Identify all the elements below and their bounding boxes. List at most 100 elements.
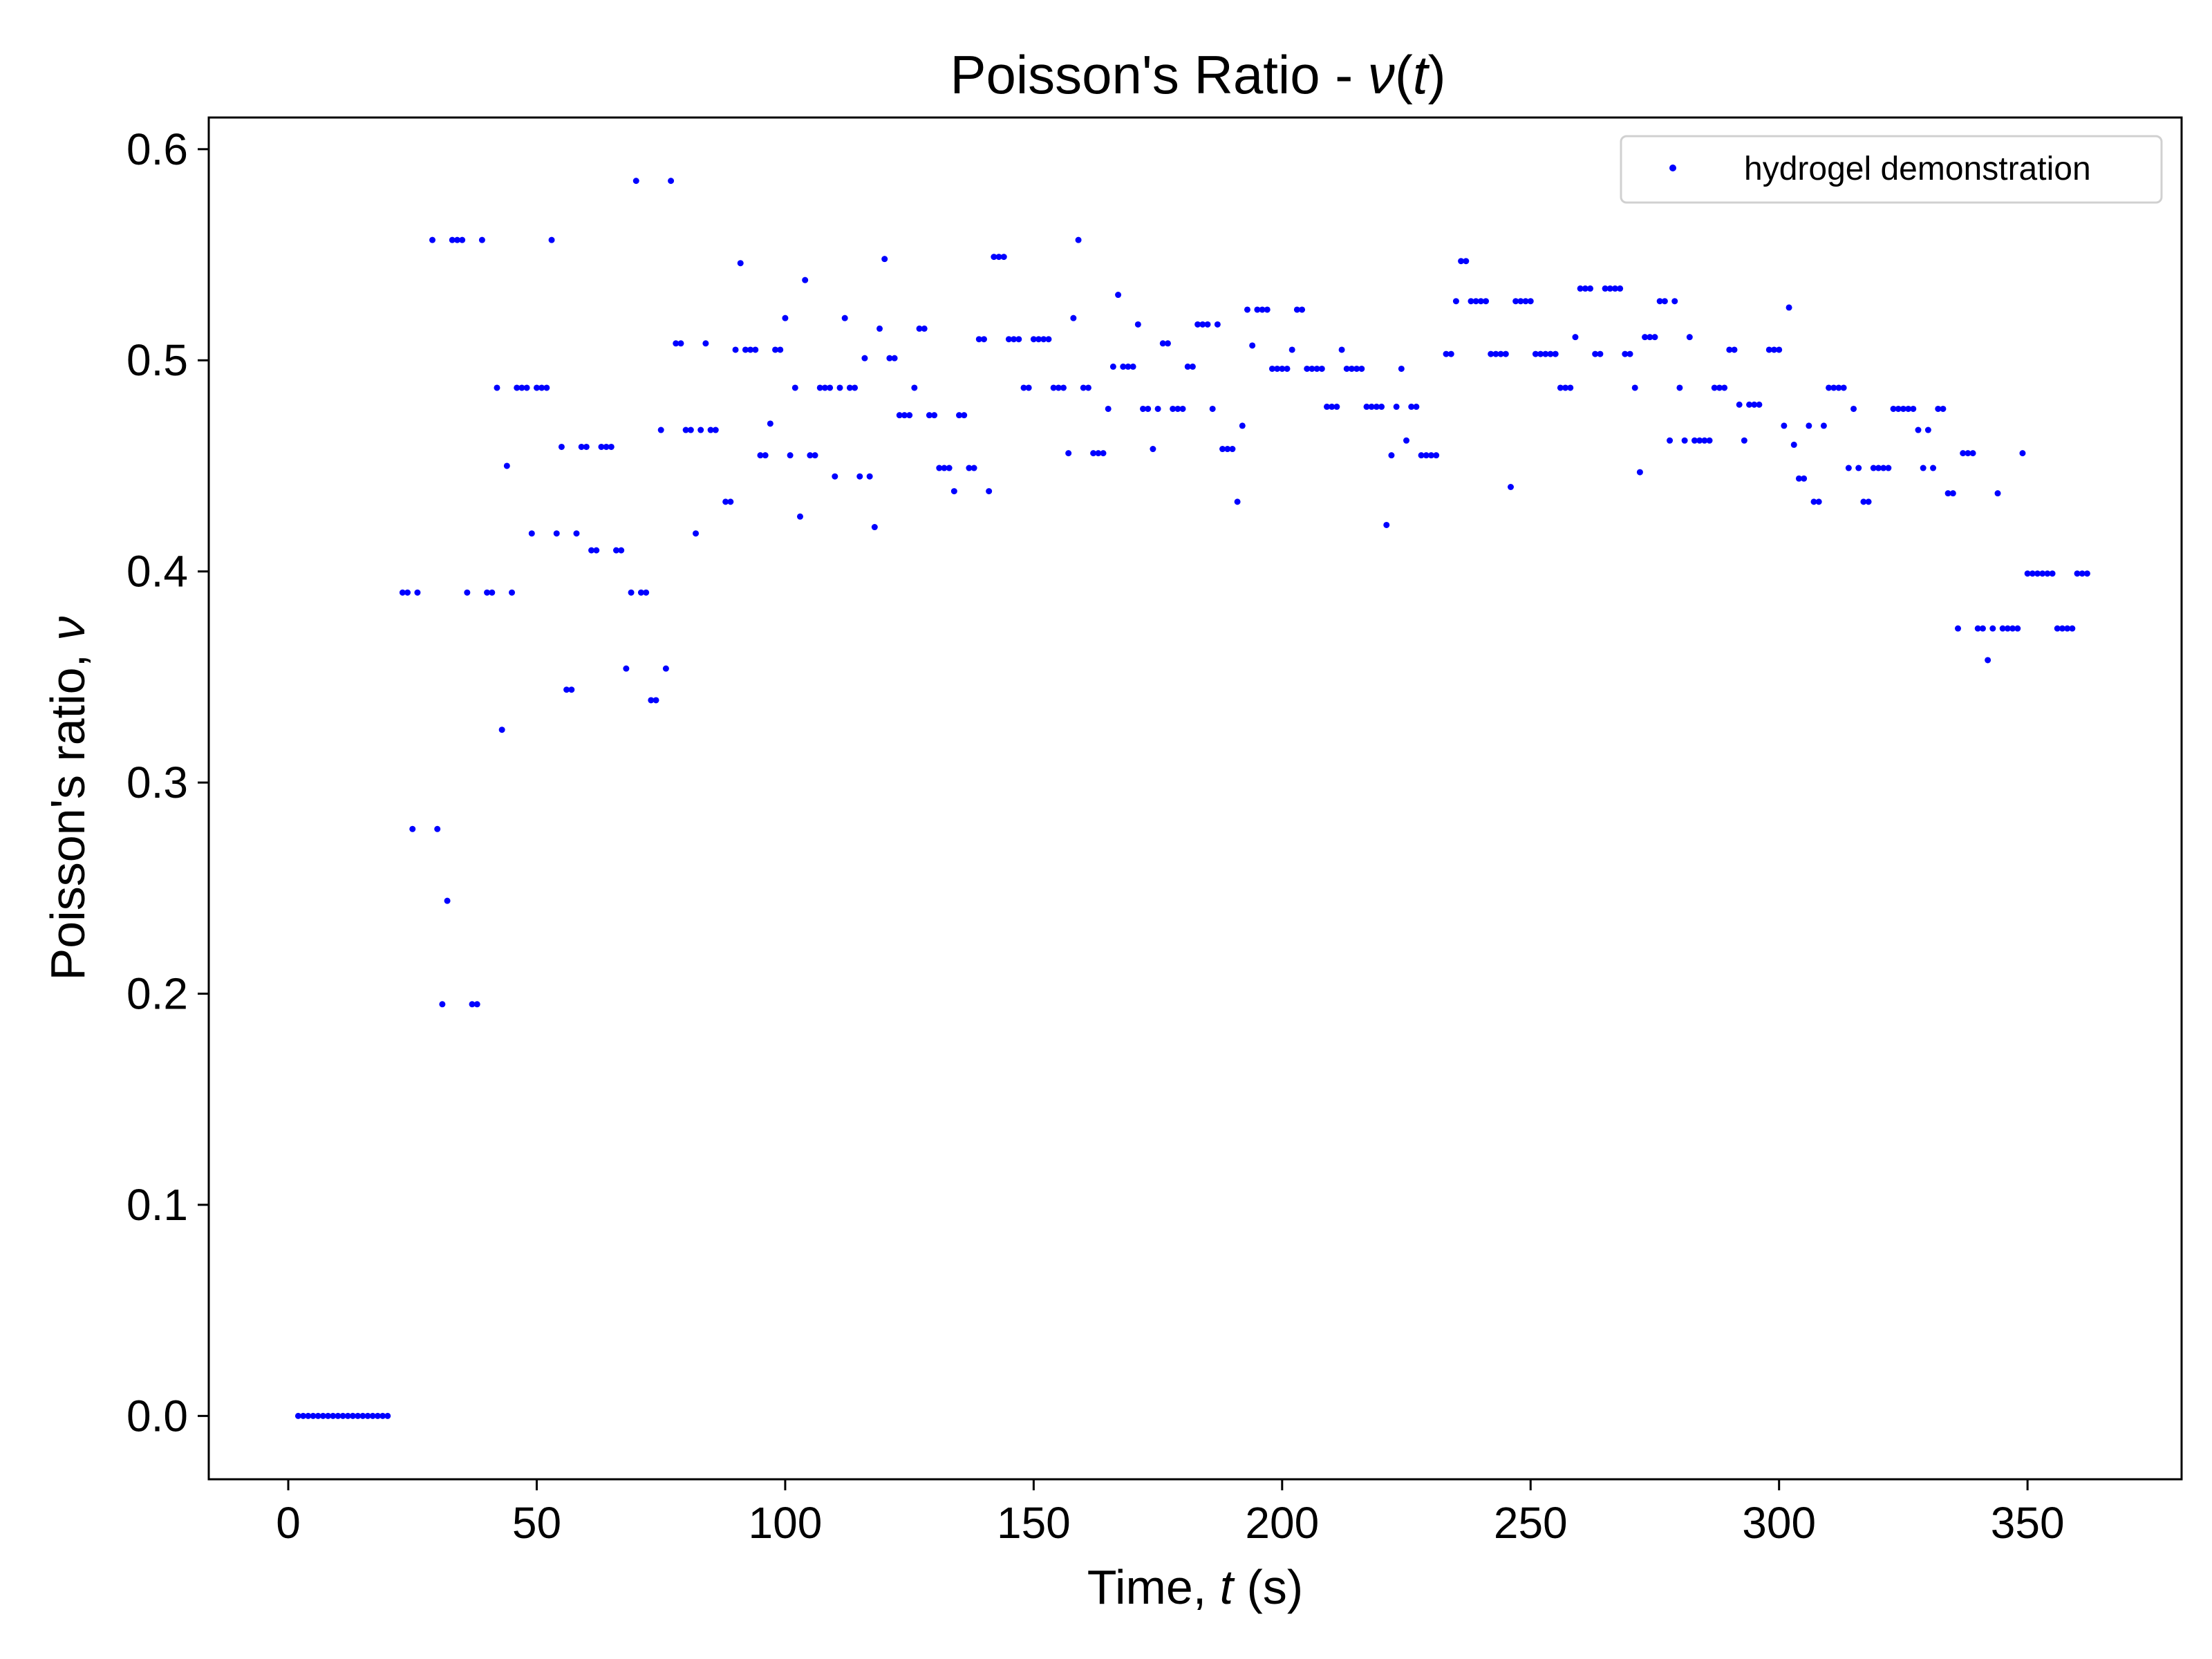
- data-point: [1090, 450, 1097, 457]
- data-point: [737, 260, 744, 267]
- data-point: [1134, 321, 1141, 328]
- data-point: [1781, 422, 1788, 429]
- data-point: [966, 465, 973, 471]
- data-point: [1880, 465, 1887, 471]
- legend: hydrogel demonstration: [1620, 135, 2163, 204]
- data-point: [1234, 498, 1241, 505]
- data-point: [335, 1412, 341, 1419]
- data-point: [1020, 384, 1027, 391]
- data-point: [439, 1001, 446, 1008]
- data-point: [1463, 258, 1470, 265]
- data-point: [2009, 625, 2016, 632]
- data-point: [1199, 321, 1206, 328]
- data-point: [1512, 298, 1519, 305]
- data-point: [593, 547, 600, 554]
- data-point: [1567, 384, 1574, 391]
- data-point: [474, 1001, 480, 1008]
- y-tick-label: 0.5: [126, 335, 188, 385]
- data-point: [673, 340, 679, 347]
- data-point: [1458, 258, 1465, 265]
- data-point: [1731, 346, 1738, 353]
- data-point: [1497, 350, 1504, 357]
- data-point: [1179, 405, 1186, 412]
- data-point: [980, 336, 987, 343]
- data-point: [2049, 570, 2056, 577]
- data-point: [1949, 490, 1956, 497]
- data-point: [1756, 401, 1763, 408]
- data-point: [747, 346, 754, 353]
- data-point: [543, 384, 550, 391]
- data-point: [841, 315, 848, 321]
- data-point: [836, 384, 843, 391]
- data-point: [1170, 405, 1177, 412]
- data-point: [1209, 405, 1216, 412]
- data-point: [1547, 350, 1554, 357]
- data-point: [2074, 570, 2081, 577]
- data-point: [1855, 465, 1862, 471]
- data-point: [1363, 403, 1370, 410]
- y-tick-label: 0.2: [126, 969, 188, 1019]
- data-point: [1647, 334, 1653, 341]
- data-point: [1040, 336, 1047, 343]
- data-point: [1338, 346, 1345, 353]
- data-point: [349, 1412, 356, 1419]
- y-axis: 0.0 0.1 0.2 0.3 0.4 0.5 0.6: [126, 124, 209, 1441]
- data-point: [1801, 475, 1808, 482]
- data-point: [1840, 384, 1847, 391]
- data-point: [662, 665, 669, 672]
- data-point: [1572, 334, 1579, 341]
- data-point: [821, 384, 828, 391]
- data-point: [1413, 403, 1420, 410]
- legend-marker: [1669, 165, 1676, 171]
- data-point: [986, 488, 993, 495]
- data-point: [827, 384, 834, 391]
- data-point: [1159, 340, 1166, 347]
- data-point: [489, 589, 496, 596]
- data-point: [429, 236, 436, 243]
- data-point: [1954, 625, 1961, 632]
- data-point: [1329, 403, 1335, 410]
- data-point: [498, 727, 505, 733]
- data-point: [1085, 384, 1091, 391]
- x-tick-label: 200: [1245, 1498, 1319, 1548]
- data-point: [1373, 403, 1380, 410]
- data-point: [310, 1412, 317, 1419]
- data-point: [1313, 365, 1320, 372]
- data-point: [1940, 405, 1947, 412]
- data-point: [1636, 469, 1643, 476]
- data-point: [1274, 365, 1281, 372]
- data-point: [612, 547, 619, 554]
- data-point: [1806, 422, 1812, 429]
- data-point: [1105, 405, 1112, 412]
- data-point: [1219, 446, 1226, 453]
- x-tick-label: 150: [997, 1498, 1071, 1548]
- data-point: [2004, 625, 2011, 632]
- data-point: [886, 355, 893, 362]
- data-point: [1125, 363, 1132, 370]
- data-point: [1587, 285, 1594, 292]
- x-axis: 0 50 100 150 200 250 300 350: [276, 1479, 2065, 1548]
- data-point: [1433, 452, 1440, 459]
- data-point: [832, 473, 838, 480]
- data-point: [1378, 403, 1385, 410]
- data-point: [1765, 346, 1772, 353]
- data-point: [1552, 350, 1559, 357]
- data-point: [1268, 365, 1275, 372]
- data-point: [464, 589, 471, 596]
- data-point: [409, 825, 416, 832]
- data-point: [1279, 365, 1286, 372]
- data-point: [702, 340, 709, 347]
- data-point: [1606, 285, 1613, 292]
- data-point: [503, 462, 510, 469]
- data-point: [732, 346, 739, 353]
- data-point: [369, 1412, 376, 1419]
- data-point: [1502, 350, 1509, 357]
- data-point: [1795, 475, 1802, 482]
- data-point: [1671, 298, 1678, 305]
- data-point: [1154, 405, 1161, 412]
- data-point: [1109, 363, 1116, 370]
- data-point: [1507, 483, 1514, 490]
- data-point: [2024, 570, 2031, 577]
- data-point: [1562, 384, 1569, 391]
- data-point: [1164, 340, 1171, 347]
